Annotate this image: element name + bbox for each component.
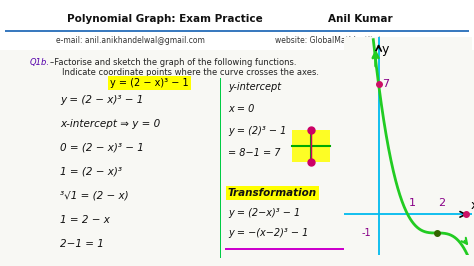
Text: ³√1 = (2 − x): ³√1 = (2 − x) (60, 191, 128, 201)
Text: • Reflection x-axis: • Reflection x-axis (355, 170, 425, 179)
Text: 7: 7 (382, 79, 389, 89)
Text: x = 0: x = 0 (228, 104, 255, 114)
Text: Anil Kumar: Anil Kumar (328, 14, 392, 24)
Text: Indicate coordinate points where the curve crosses the axes.: Indicate coordinate points where the cur… (62, 68, 319, 77)
Text: y = (2 − x)³ − 1: y = (2 − x)³ − 1 (110, 78, 189, 88)
Text: 1 = 2 − x: 1 = 2 − x (60, 215, 110, 225)
Text: 2: 2 (438, 198, 445, 208)
Text: 1 = (2 − x)³: 1 = (2 − x)³ (60, 167, 122, 177)
Text: Transformation: Transformation (228, 188, 317, 198)
Text: 2 units right: 2 units right (363, 204, 410, 213)
Text: y = (2)³ − 1: y = (2)³ − 1 (228, 126, 286, 136)
Text: y: y (382, 43, 390, 56)
Text: • translate: • translate (355, 187, 397, 196)
Text: 1 unit down: 1 unit down (363, 221, 408, 230)
Text: Polynomial Graph: Exam Practice: Polynomial Graph: Exam Practice (67, 14, 263, 24)
Text: -1: -1 (361, 228, 371, 238)
Bar (0, 50, 474, 266)
Text: y = (2−x)³ − 1: y = (2−x)³ − 1 (228, 208, 300, 218)
Bar (5, 30, 469, 31)
Text: website: GlobalMathInstitute.com: website: GlobalMathInstitute.com (275, 36, 405, 45)
Text: = 8−1 = 7: = 8−1 = 7 (228, 148, 281, 158)
Text: e-mail: anil.anikhandelwal@gmail.com: e-mail: anil.anikhandelwal@gmail.com (55, 36, 204, 45)
Text: –Factorise and sketch the graph of the following functions.: –Factorise and sketch the graph of the f… (50, 58, 297, 67)
Text: 2−1 = 1: 2−1 = 1 (60, 239, 104, 249)
Text: 0 = (2 − x)³ − 1: 0 = (2 − x)³ − 1 (60, 143, 144, 153)
Bar (0, 0, 474, 50)
Text: x: x (471, 198, 474, 211)
Bar (220, 78, 221, 258)
Text: y = −(x−2)³ − 1: y = −(x−2)³ − 1 (228, 228, 309, 238)
Text: 1: 1 (409, 198, 416, 208)
Text: x-intercept ⇒ y = 0: x-intercept ⇒ y = 0 (60, 119, 160, 129)
Text: y-intercept: y-intercept (228, 82, 281, 92)
Text: Q1b.: Q1b. (30, 58, 50, 67)
Bar (292, 130, 330, 162)
Text: y = (2 − x)³ − 1: y = (2 − x)³ − 1 (60, 95, 143, 105)
Bar (225, 248, 345, 250)
